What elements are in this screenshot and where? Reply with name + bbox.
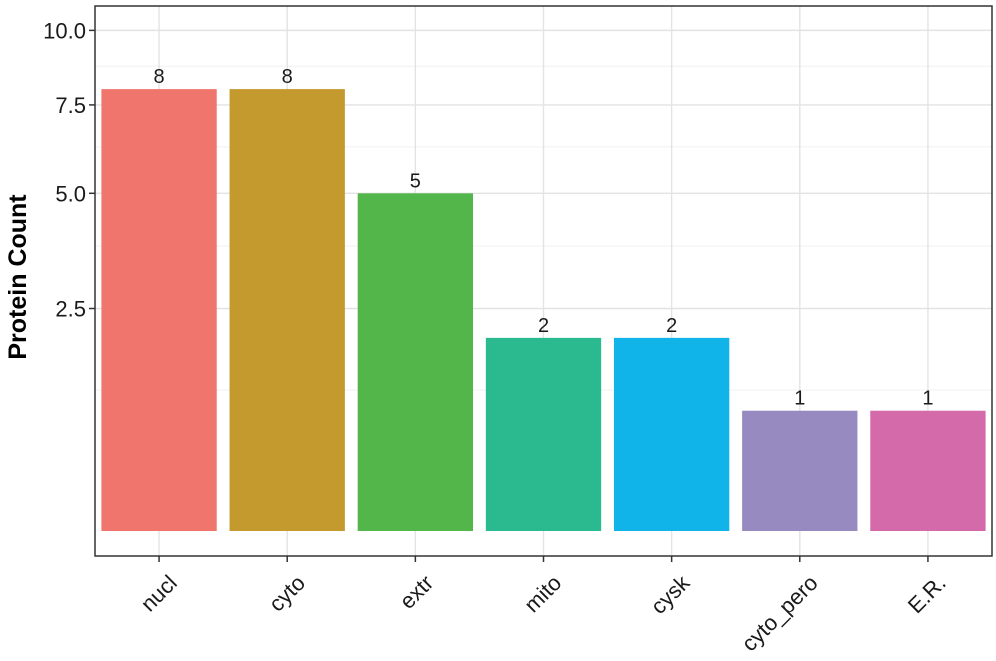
- y-tick-label: 5.0: [55, 181, 86, 206]
- bar-cyto_pero: [742, 410, 858, 531]
- x-tick-label: cyto_pero: [737, 570, 823, 656]
- bar-extr: [357, 193, 474, 531]
- x-tick-label: nucl: [136, 570, 182, 616]
- data-label: 1: [922, 388, 933, 410]
- x-tick-label: cysk: [646, 569, 695, 618]
- bar-cyto: [229, 89, 345, 531]
- x-tick-label: extr: [395, 570, 439, 614]
- data-label: 2: [666, 315, 677, 337]
- y-tick-label: 2.5: [55, 297, 86, 322]
- x-tick-label: E.R.: [903, 570, 951, 618]
- data-label: 8: [154, 66, 165, 88]
- bar-cysk: [613, 337, 730, 531]
- y-axis-title: Protein Count: [4, 194, 32, 360]
- x-axis: nucl cyto extr mito cysk cyto_pero E.R.: [136, 556, 951, 656]
- data-label: 2: [538, 315, 549, 337]
- data-label: 8: [282, 66, 293, 88]
- x-tick-label: cyto: [264, 570, 310, 616]
- bar-nucl: [101, 89, 217, 531]
- bar-E.R.: [870, 410, 986, 531]
- y-tick-label: 7.5: [55, 93, 86, 118]
- bars: [101, 89, 986, 531]
- y-tick-label: 10.0: [43, 18, 86, 43]
- bar-labels: 8 8 5 2 2 1 1: [154, 66, 934, 410]
- bar-mito: [485, 337, 602, 531]
- y-axis: 2.5 5.0 7.5 10.0: [43, 18, 95, 322]
- data-label: 5: [410, 170, 421, 192]
- data-label: 1: [794, 388, 805, 410]
- x-tick-label: mito: [519, 570, 566, 617]
